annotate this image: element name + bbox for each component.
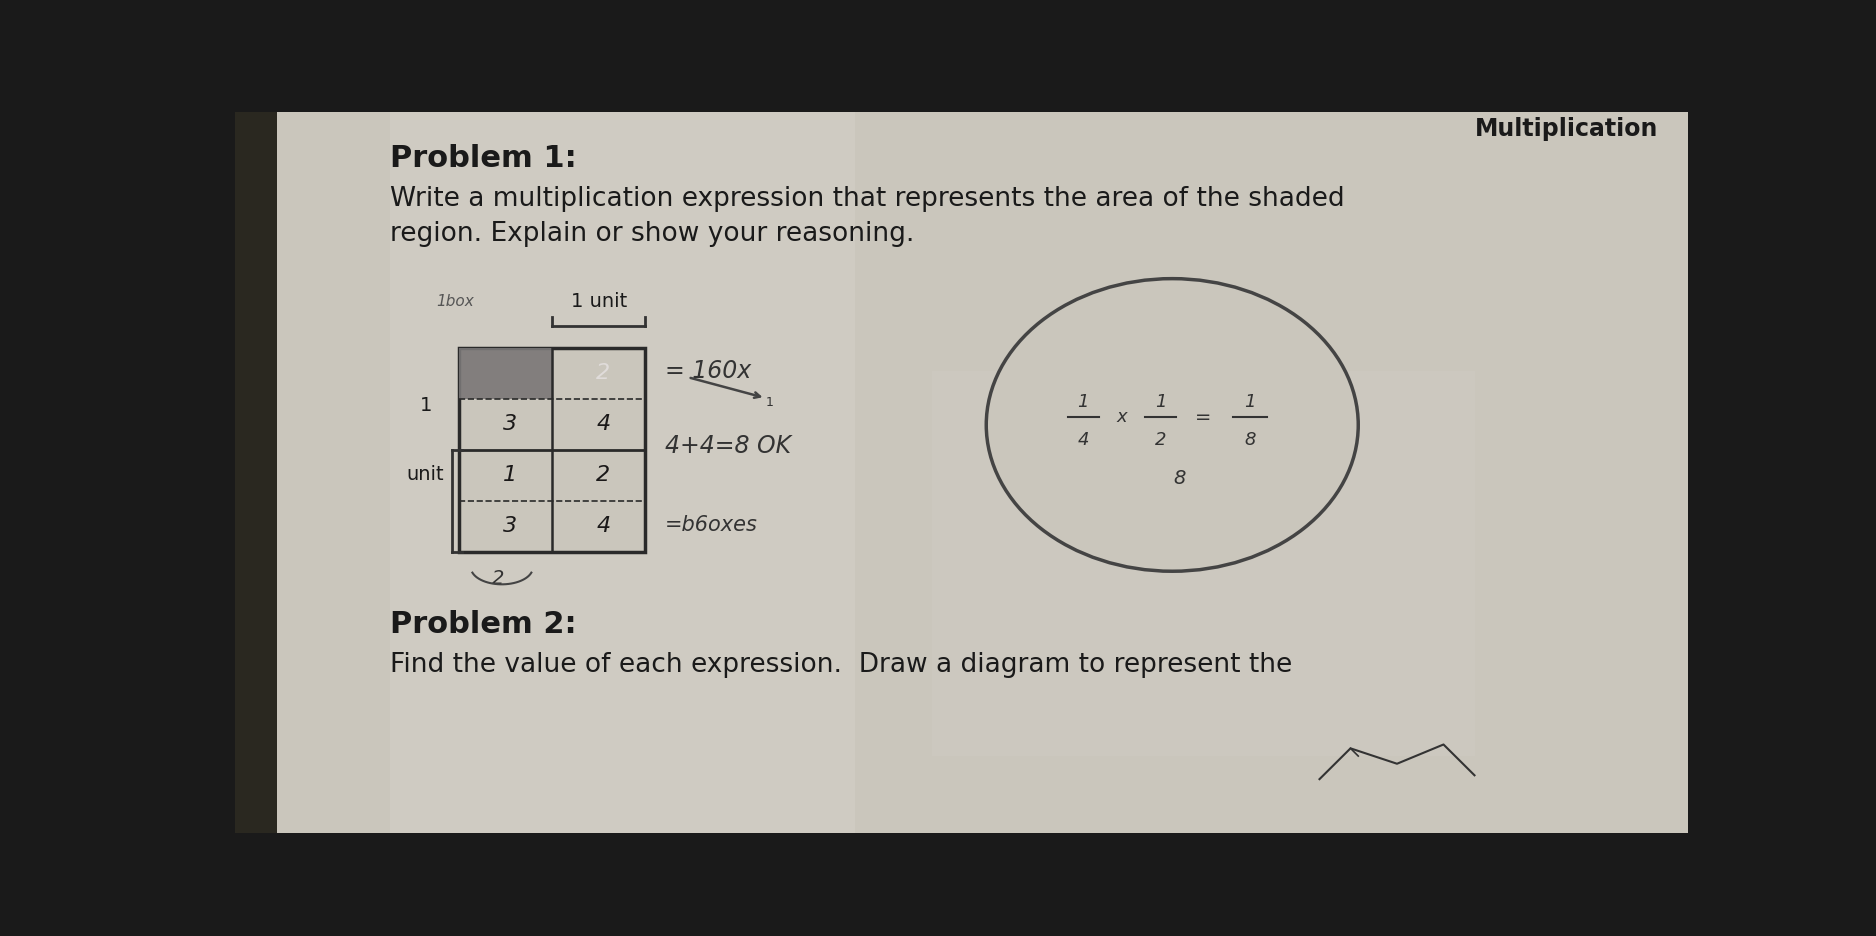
Text: 8: 8	[1244, 431, 1255, 449]
Text: =b6oxes: =b6oxes	[664, 515, 758, 535]
Text: 3: 3	[503, 415, 518, 434]
Text: =: =	[1195, 408, 1212, 427]
Bar	[460, 348, 645, 552]
Text: 1 unit: 1 unit	[570, 292, 627, 311]
Text: 1box: 1box	[435, 295, 475, 310]
Text: Find the value of each expression.  Draw a diagram to represent the: Find the value of each expression. Draw …	[390, 652, 1293, 678]
Text: 4: 4	[1077, 431, 1088, 449]
Text: 4: 4	[597, 517, 610, 536]
Text: 2: 2	[597, 465, 610, 486]
Text: 1: 1	[503, 465, 518, 486]
Bar	[234, 112, 278, 833]
Text: 4+4=8 OK: 4+4=8 OK	[664, 434, 792, 458]
Text: Write a multiplication expression that represents the area of the shaded: Write a multiplication expression that r…	[390, 186, 1343, 212]
Text: 1: 1	[1244, 393, 1255, 411]
Text: Problem 1:: Problem 1:	[390, 144, 576, 173]
Text: 1: 1	[1156, 393, 1167, 411]
Text: 3: 3	[503, 517, 518, 536]
Text: region. Explain or show your reasoning.: region. Explain or show your reasoning.	[390, 221, 914, 247]
Text: 1: 1	[1077, 393, 1088, 411]
Text: 2: 2	[1156, 431, 1167, 449]
Bar	[390, 112, 854, 833]
Text: 1: 1	[765, 396, 773, 409]
Text: unit: unit	[405, 465, 445, 484]
Ellipse shape	[987, 279, 1358, 571]
Bar	[932, 371, 1475, 756]
Text: = 160x: = 160x	[664, 359, 750, 384]
Text: 8: 8	[1174, 469, 1186, 489]
Text: 4: 4	[597, 415, 610, 434]
Text: Problem 2:: Problem 2:	[390, 609, 576, 638]
Text: 1: 1	[420, 396, 431, 415]
Text: Multiplication: Multiplication	[1475, 117, 1658, 141]
Bar	[460, 348, 552, 399]
Text: 2: 2	[492, 569, 505, 589]
Text: x: x	[1116, 408, 1127, 426]
Text: 2: 2	[597, 363, 610, 384]
